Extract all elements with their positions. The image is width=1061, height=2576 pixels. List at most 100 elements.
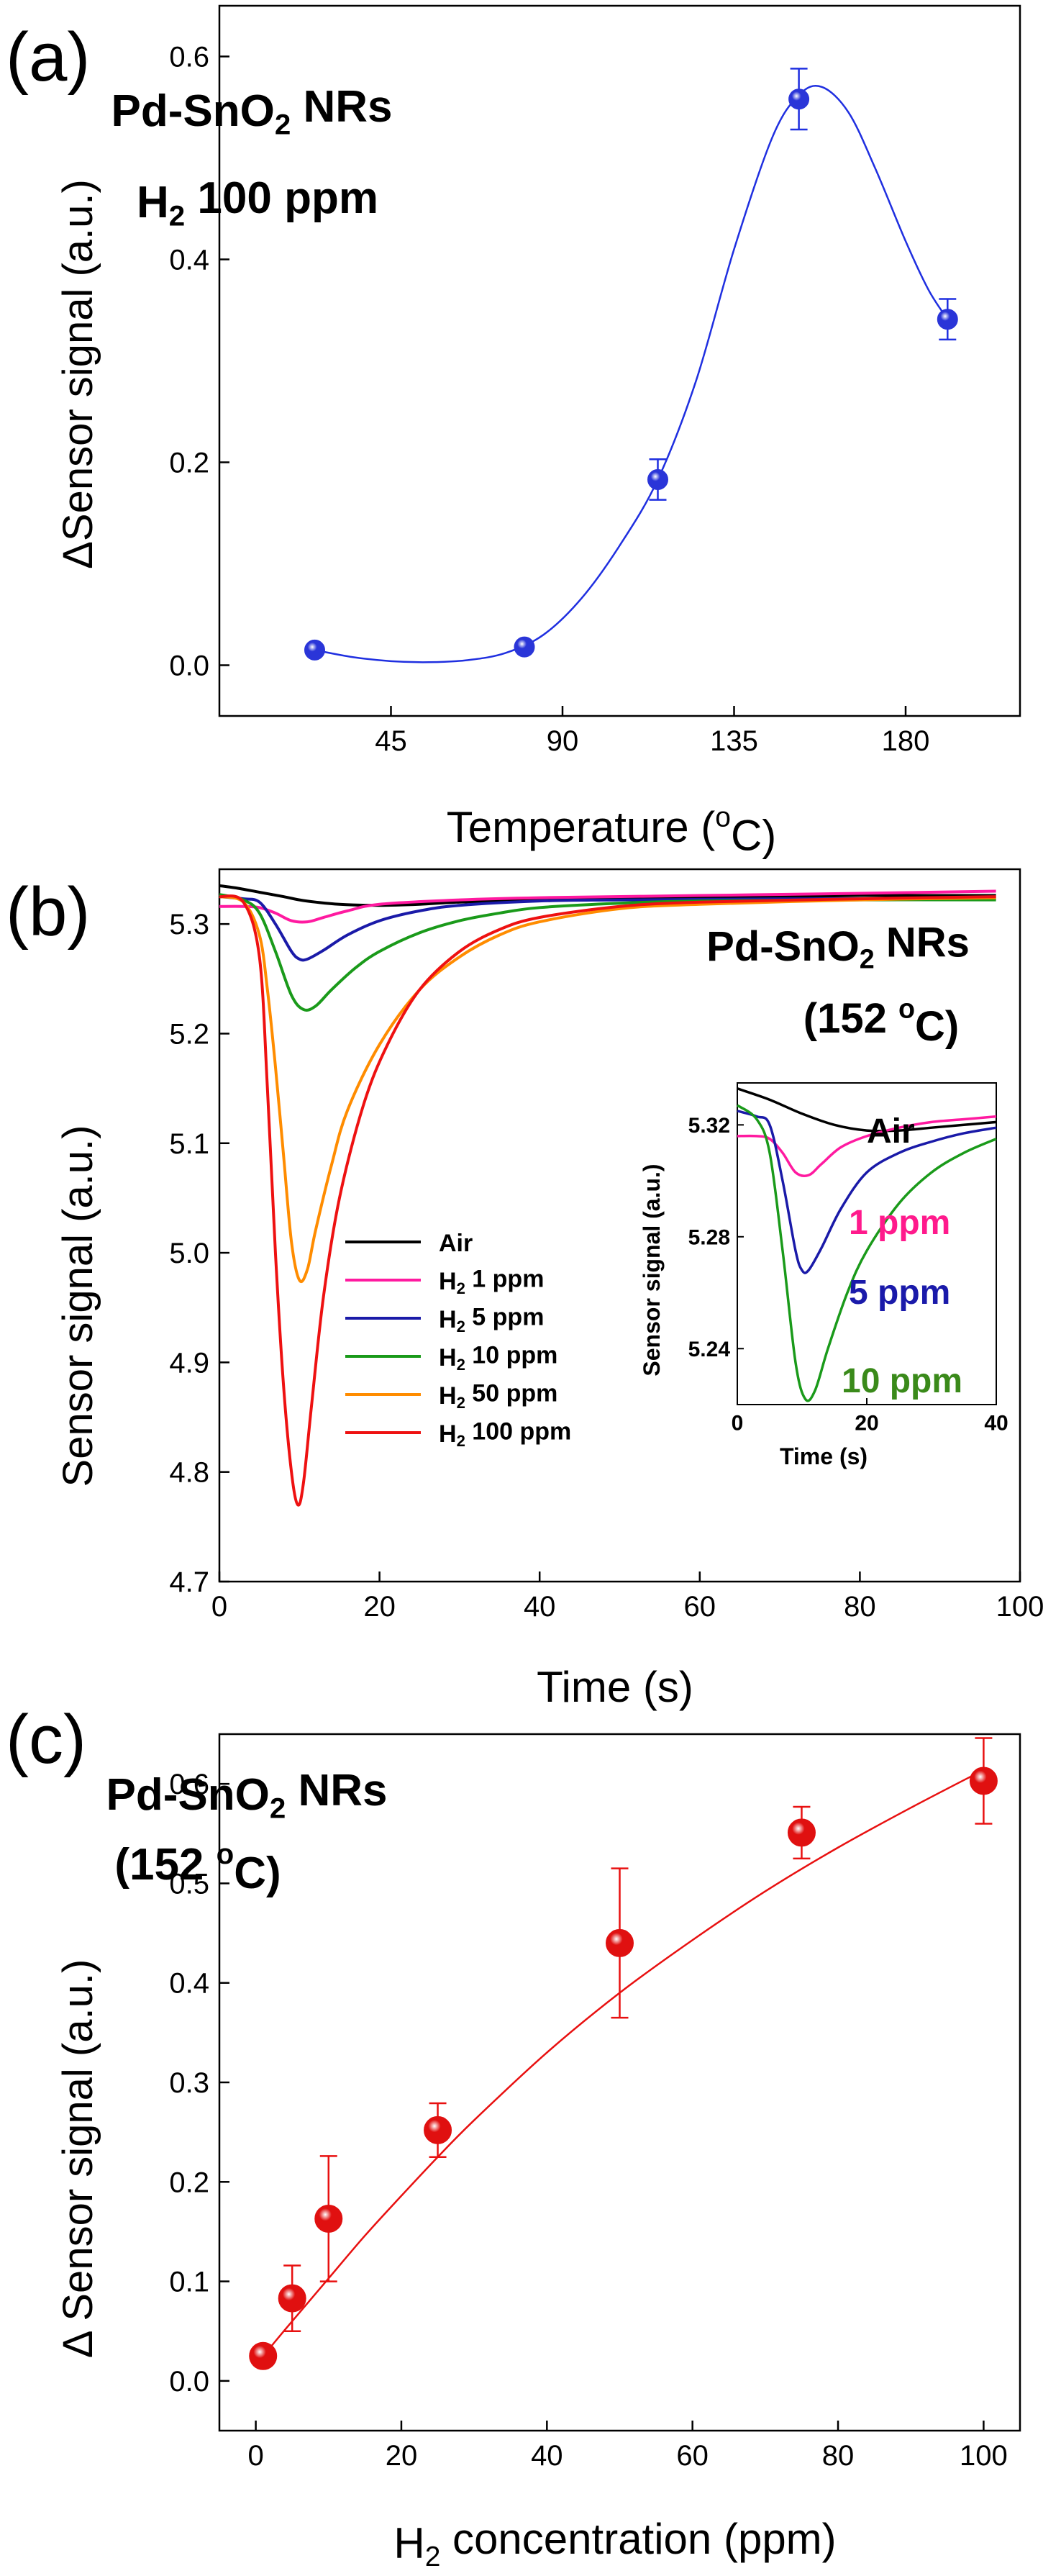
y-tick-label: 0.3: [169, 2067, 209, 2099]
fit-curve: [314, 84, 949, 663]
y-tick-label: 0.4: [169, 1968, 209, 2000]
panel-c-title: Pd-SnO2​ NRs: [106, 1766, 387, 1824]
x-tick-label: 0: [211, 1591, 227, 1623]
panel-b-y-ticks: 4.7 4.8 4.9 5.0 5.1 5.2 5.3: [169, 909, 229, 1598]
data-point-marker: [314, 2204, 343, 2233]
panel-a-subtitle: H2​ 100 ppm: [137, 173, 378, 232]
panel-b-x-axis-label: Time (s): [537, 1663, 693, 1711]
y-tick-label: 5.2: [169, 1018, 209, 1050]
data-point-marker: [969, 1767, 998, 1795]
y-tick-label: 0.2: [169, 2167, 209, 2198]
panel-b-y-axis-label: Sensor signal (a.u.): [55, 1125, 101, 1487]
panel-b-letter: (b): [6, 874, 90, 951]
x-tick-label: 60: [684, 1591, 716, 1623]
y-tick-label: 5.1: [169, 1128, 209, 1160]
series-line: [219, 895, 996, 1284]
panel-a: (a) 0.0 0.2 0.4 0.6 45 90 135 180 Pd-SnO2​ NRs…: [6, 4, 1021, 860]
legend-label: H2​ 100 ppm: [439, 1418, 571, 1451]
inset-series-label: 5 ppm: [849, 1274, 950, 1312]
x-tick-label: 100: [996, 1591, 1044, 1623]
x-tick-label: 80: [822, 2440, 855, 2472]
inset-y-ticks: 5.24 5.28 5.32: [688, 1114, 744, 1361]
panel-c-fit-curve-group: [262, 1769, 984, 2357]
data-point-marker: [304, 639, 325, 661]
y-tick-label: 0.6: [169, 42, 209, 73]
x-tick-label: 90: [547, 725, 579, 757]
panel-a-plot-frame: [218, 4, 1021, 717]
panel-a-x-axis-label: Temperature (o​C): [447, 802, 777, 860]
y-tick-label: 4.8: [169, 1457, 209, 1489]
y-tick-label: 0.6: [169, 1769, 209, 1800]
data-point-marker: [424, 2115, 452, 2144]
panel-b-series-group: [219, 884, 996, 1507]
y-tick-label: 0.0: [169, 650, 209, 682]
series-line: [219, 894, 996, 1507]
data-point-marker: [787, 1818, 816, 1847]
y-tick-label: 5.0: [169, 1238, 209, 1269]
x-tick-label: 100: [960, 2440, 1008, 2472]
legend-label: H2​ 10 ppm: [439, 1342, 557, 1374]
panel-c-y-axis-label: Δ Sensor signal (a.u.): [55, 1959, 101, 2359]
panel-a-fit-curve-group: [314, 84, 949, 663]
fit-curve: [262, 1769, 984, 2357]
inset-x-axis-label: Time (s): [780, 1443, 868, 1469]
panel-c-x-ticks: 0 20 40 60 80 100: [247, 2421, 1008, 2472]
data-point-marker: [278, 2284, 306, 2313]
panel-b-title: Pd-SnO2​ NRs: [706, 919, 970, 974]
panel-a-data-points: [304, 68, 958, 661]
data-point-marker: [788, 89, 810, 110]
legend-label: Air: [439, 1230, 473, 1257]
y-tick-label: 5.28: [688, 1225, 730, 1249]
y-tick-label: 4.9: [169, 1347, 209, 1379]
panel-b-legend: Air H2​ 1 ppm H2​ 5 ppm H2​ 10 ppm H2​ 50 pp…: [345, 1230, 571, 1450]
panel-a-y-ticks: 0.0 0.2 0.4 0.6: [169, 42, 229, 682]
data-point-marker: [249, 2341, 278, 2370]
series-line: [219, 884, 996, 907]
inset-series-label: Air: [867, 1112, 915, 1151]
panel-c-subtitle: (152 o​C): [114, 1838, 281, 1898]
y-tick-label: 0.5: [169, 1868, 209, 1900]
legend-label: H2​ 5 ppm: [439, 1304, 544, 1336]
y-tick-label: 5.24: [688, 1338, 731, 1361]
inset-series-line: [737, 1110, 997, 1274]
inset-series-line: [737, 1115, 997, 1178]
panel-c-letter: (c): [6, 1701, 86, 1778]
x-tick-label: 20: [855, 1412, 878, 1436]
panel-a-letter: (a): [6, 19, 90, 96]
y-tick-label: 4.7: [169, 1566, 209, 1598]
x-tick-label: 180: [882, 725, 930, 757]
x-tick-label: 20: [386, 2440, 418, 2472]
x-tick-label: 60: [676, 2440, 709, 2472]
panel-c-x-axis-label: H2​ concentration (ppm): [393, 2515, 836, 2572]
data-point-marker: [647, 468, 668, 490]
panel-c: (c) 0.0 0.1 0.2 0.3 0.4 0.5 0.6 0 20 40 60 80 100 P…: [6, 1701, 1021, 2572]
y-tick-label: 0.4: [169, 245, 209, 276]
inset-series-label: 1 ppm: [849, 1204, 950, 1242]
inset-series-group: [736, 1087, 997, 1402]
x-tick-label: 40: [984, 1412, 1008, 1436]
x-tick-label: 0: [732, 1412, 744, 1436]
panel-b-inset: 5.24 5.28 5.32 0 20 40 Air 1 ppm 5 ppm 10 ppm T…: [639, 1082, 1008, 1469]
panel-c-data-points: [249, 1737, 998, 2370]
panel-b-subtitle: (152 o​C): [803, 993, 959, 1050]
inset-x-ticks: 0 20 40: [732, 1398, 1008, 1436]
x-tick-label: 0: [247, 2440, 263, 2472]
x-tick-label: 135: [710, 725, 758, 757]
x-tick-label: 40: [531, 2440, 563, 2472]
series-line: [219, 889, 996, 924]
x-tick-label: 40: [524, 1591, 556, 1623]
y-tick-label: 0.2: [169, 448, 209, 479]
data-point-marker: [514, 636, 535, 658]
y-tick-label: 5.3: [169, 909, 209, 940]
panel-a-y-axis-label: ΔSensor signal (a.u.): [55, 179, 101, 569]
panel-a-x-ticks: 45 90 135 180: [375, 706, 929, 757]
inset-series-labels: Air 1 ppm 5 ppm 10 ppm: [842, 1112, 962, 1400]
x-tick-label: 45: [375, 725, 407, 757]
legend-label: H2​ 50 ppm: [439, 1380, 557, 1412]
data-point-marker: [937, 309, 958, 330]
panel-b-x-ticks: 0 20 40 60 80 100: [211, 1572, 1044, 1623]
data-point-marker: [606, 1928, 634, 1957]
panel-b-plot-frame: [218, 868, 1021, 1583]
